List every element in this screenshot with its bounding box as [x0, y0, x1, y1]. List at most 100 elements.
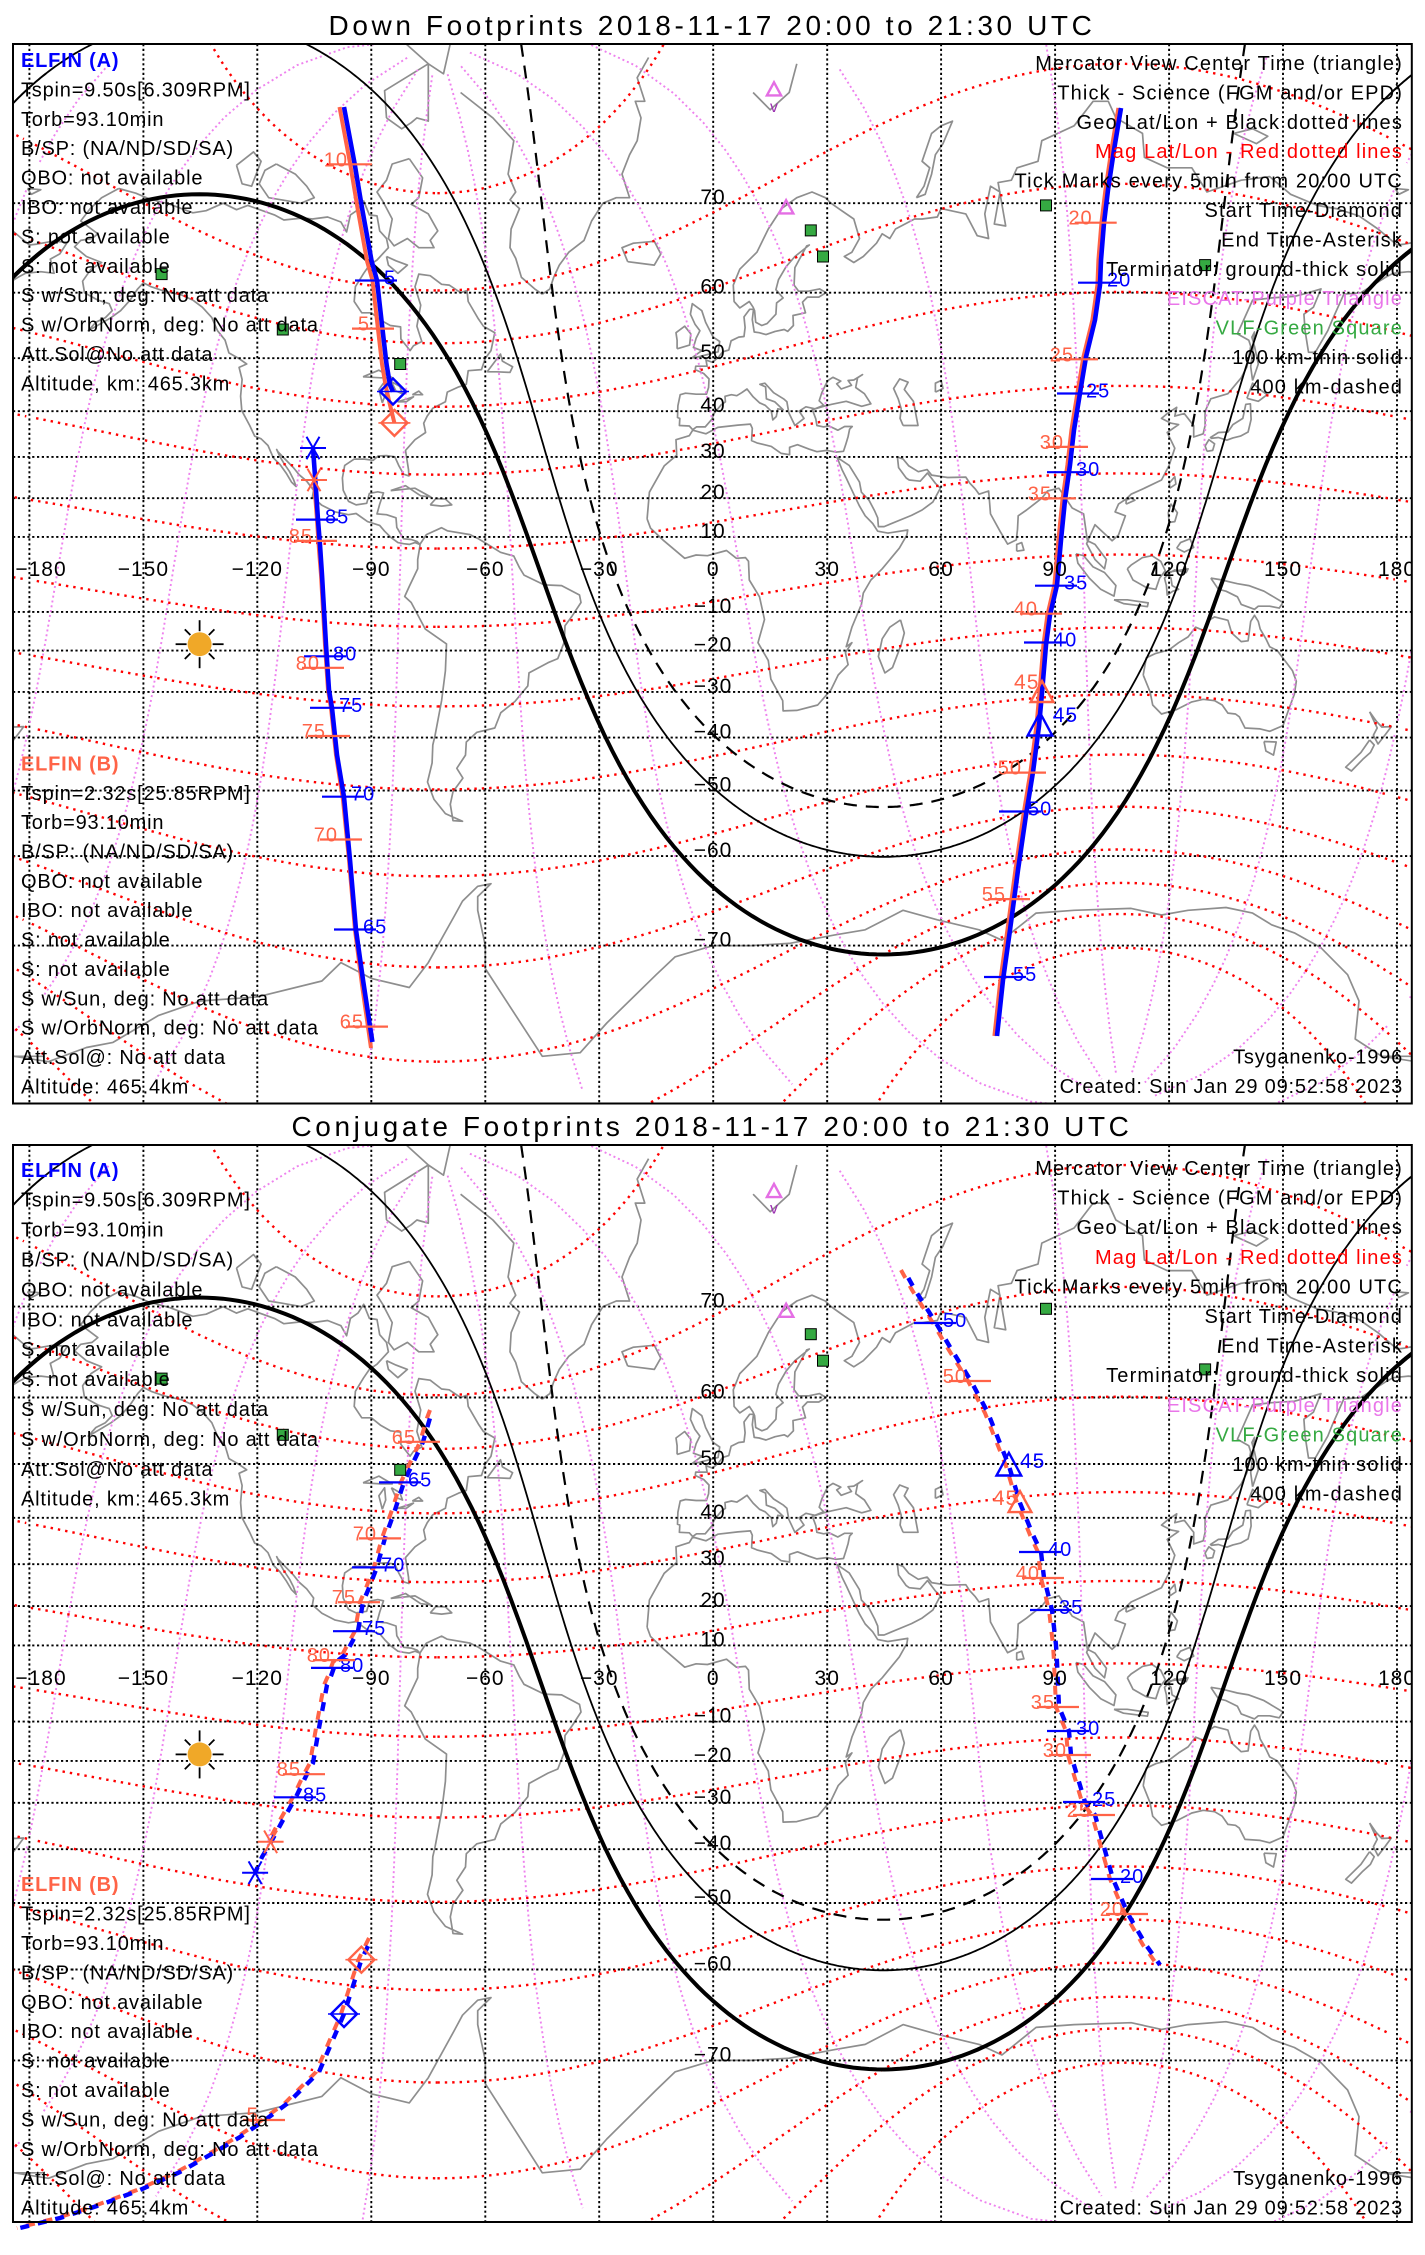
svg-text:S: not available: S: not available: [21, 1369, 171, 1391]
svg-text:30: 30: [700, 440, 725, 463]
svg-text:Torb=93.10min: Torb=93.10min: [21, 109, 164, 131]
svg-text:85: 85: [289, 526, 313, 548]
svg-text:−50: −50: [694, 1886, 733, 1909]
svg-text:Tspin=9.50s[6.309RPM]: Tspin=9.50s[6.309RPM]: [21, 79, 251, 101]
svg-text:IBO: not available: IBO: not available: [21, 197, 193, 219]
svg-text:Created: Sun Jan 29 09:52:58 2: Created: Sun Jan 29 09:52:58 2023: [1060, 2198, 1403, 2220]
svg-text:S: not available: S: not available: [21, 2051, 171, 2073]
svg-text:30: 30: [815, 558, 840, 581]
svg-text:S: not available: S: not available: [21, 256, 171, 278]
svg-text:150: 150: [1264, 1667, 1302, 1690]
svg-text:25: 25: [1086, 381, 1110, 403]
svg-text:20: 20: [1100, 1899, 1124, 1921]
svg-text:S w/OrbNorm, deg: No att data: S w/OrbNorm, deg: No att data: [21, 315, 319, 337]
svg-text:400 km-dashed: 400 km-dashed: [1250, 376, 1403, 398]
svg-text:Mercator View Center Time (tri: Mercator View Center Time (triangle): [1035, 53, 1403, 75]
svg-text:B/SP: (NA/ND/SD/SA): B/SP: (NA/ND/SD/SA): [21, 138, 234, 160]
svg-text:80: 80: [296, 653, 320, 675]
svg-text:25: 25: [1050, 344, 1074, 366]
svg-text:Terminator: ground-thick solid: Terminator: ground-thick solid: [1106, 1365, 1403, 1387]
svg-text:EISCAT-Purple Triangle: EISCAT-Purple Triangle: [1167, 1395, 1403, 1417]
svg-text:End Time-Asterisk: End Time-Asterisk: [1221, 229, 1403, 251]
svg-text:50: 50: [943, 1366, 967, 1388]
svg-text:Altitude: 465.4km: Altitude: 465.4km: [21, 1076, 189, 1098]
svg-text:50: 50: [1028, 799, 1052, 821]
svg-text:100 km-thin solid: 100 km-thin solid: [1232, 347, 1403, 369]
svg-text:Geo Lat/Lon + Black dotted lin: Geo Lat/Lon + Black dotted lines: [1077, 112, 1403, 134]
svg-text:−90: −90: [352, 1667, 391, 1690]
svg-text:ELFIN (A): ELFIN (A): [21, 1160, 119, 1182]
svg-text:IBO: not available: IBO: not available: [21, 1309, 193, 1331]
svg-text:v: v: [770, 99, 778, 116]
svg-text:45: 45: [1053, 704, 1078, 727]
svg-text:Tsyganenko-1996: Tsyganenko-1996: [1233, 1047, 1403, 1069]
svg-text:−150: −150: [118, 1667, 169, 1690]
svg-text:Att.Sol@: No att data: Att.Sol@: No att data: [21, 1047, 226, 1069]
svg-text:−30: −30: [580, 558, 619, 581]
svg-text:Tick Marks every 5min from 20:: Tick Marks every 5min from 20:00 UTC: [1014, 171, 1403, 193]
svg-text:−20: −20: [694, 634, 733, 657]
svg-text:90: 90: [1042, 558, 1067, 581]
svg-text:70: 70: [700, 1290, 725, 1313]
svg-text:30: 30: [1076, 1718, 1100, 1740]
svg-text:Tick Marks every 5min from 20:: Tick Marks every 5min from 20:00 UTC: [1014, 1276, 1403, 1298]
svg-text:−60: −60: [466, 558, 505, 581]
svg-text:30: 30: [1040, 432, 1064, 454]
svg-text:IBO: not available: IBO: not available: [21, 2021, 193, 2043]
svg-text:120: 120: [1150, 1667, 1188, 1690]
svg-text:75: 75: [332, 1587, 356, 1609]
svg-text:75: 75: [302, 721, 326, 743]
svg-text:55: 55: [982, 884, 1006, 906]
svg-text:−10: −10: [694, 595, 733, 618]
svg-text:Created: Sun Jan 29 09:52:58 2: Created: Sun Jan 29 09:52:58 2023: [1060, 1076, 1403, 1098]
svg-text:ELFIN (A): ELFIN (A): [21, 50, 119, 72]
svg-text:45: 45: [1014, 671, 1039, 694]
svg-text:−150: −150: [118, 558, 169, 581]
svg-text:70: 70: [351, 784, 375, 806]
svg-text:40: 40: [700, 1501, 725, 1524]
svg-text:−120: −120: [232, 558, 283, 581]
svg-text:35: 35: [1059, 1597, 1083, 1619]
svg-text:65: 65: [408, 1469, 432, 1491]
svg-text:5: 5: [358, 314, 370, 336]
svg-text:−70: −70: [694, 2043, 733, 2066]
svg-text:S: not available: S: not available: [21, 226, 171, 248]
svg-text:ELFIN (B): ELFIN (B): [21, 1874, 119, 1896]
svg-text:−180: −180: [15, 1667, 66, 1690]
svg-text:QBO: not available: QBO: not available: [21, 1279, 203, 1301]
svg-text:Att.Sol@: No att data: Att.Sol@: No att data: [21, 2168, 226, 2190]
svg-text:50: 50: [700, 1447, 725, 1470]
svg-text:10: 10: [700, 1628, 725, 1651]
svg-text:Down Footprints 2018-11-17 20:: Down Footprints 2018-11-17 20:00 to 21:3…: [329, 10, 1096, 41]
svg-text:VLF-Green Square: VLF-Green Square: [1216, 1424, 1403, 1446]
svg-text:QBO: not available: QBO: not available: [21, 871, 203, 893]
svg-text:−180: −180: [15, 558, 66, 581]
svg-text:35: 35: [1031, 1692, 1055, 1714]
svg-text:S w/OrbNorm, deg: No att data: S w/OrbNorm, deg: No att data: [21, 1429, 319, 1451]
svg-text:−30: −30: [580, 1667, 619, 1690]
svg-text:S w/Sun, deg: No att data: S w/Sun, deg: No att data: [21, 1399, 269, 1421]
svg-text:End Time-Asterisk: End Time-Asterisk: [1221, 1336, 1403, 1358]
svg-text:−60: −60: [694, 839, 733, 862]
svg-text:Torb=93.10min: Torb=93.10min: [21, 1933, 164, 1955]
svg-text:Mag Lat/Lon - Red dotted lines: Mag Lat/Lon - Red dotted lines: [1095, 141, 1403, 163]
svg-text:40: 40: [1016, 1563, 1040, 1585]
svg-text:Terminator: ground-thick solid: Terminator: ground-thick solid: [1106, 259, 1403, 281]
svg-text:S w/Sun, deg: No att data: S w/Sun, deg: No att data: [21, 285, 269, 307]
svg-text:75: 75: [339, 695, 363, 717]
svg-text:60: 60: [700, 1381, 725, 1404]
svg-text:EISCAT-Purple Triangle: EISCAT-Purple Triangle: [1167, 288, 1403, 310]
svg-text:VLF-Green Square: VLF-Green Square: [1216, 318, 1403, 340]
svg-text:Tspin=2.32s[25.85RPM]: Tspin=2.32s[25.85RPM]: [21, 1904, 251, 1926]
svg-text:25: 25: [1067, 1800, 1091, 1822]
svg-text:45: 45: [993, 1487, 1018, 1510]
svg-text:Att.Sol@No att data: Att.Sol@No att data: [21, 1459, 213, 1481]
svg-text:Altitude, km: 465.3km: Altitude, km: 465.3km: [21, 1489, 230, 1511]
svg-text:180: 180: [1378, 558, 1416, 581]
svg-text:60: 60: [700, 276, 725, 299]
svg-text:Att.Sol@No att data: Att.Sol@No att data: [21, 344, 213, 366]
svg-text:40: 40: [700, 394, 725, 417]
svg-text:50: 50: [943, 1310, 967, 1332]
svg-text:70: 70: [353, 1523, 377, 1545]
svg-text:Torb=93.10min: Torb=93.10min: [21, 1220, 164, 1242]
